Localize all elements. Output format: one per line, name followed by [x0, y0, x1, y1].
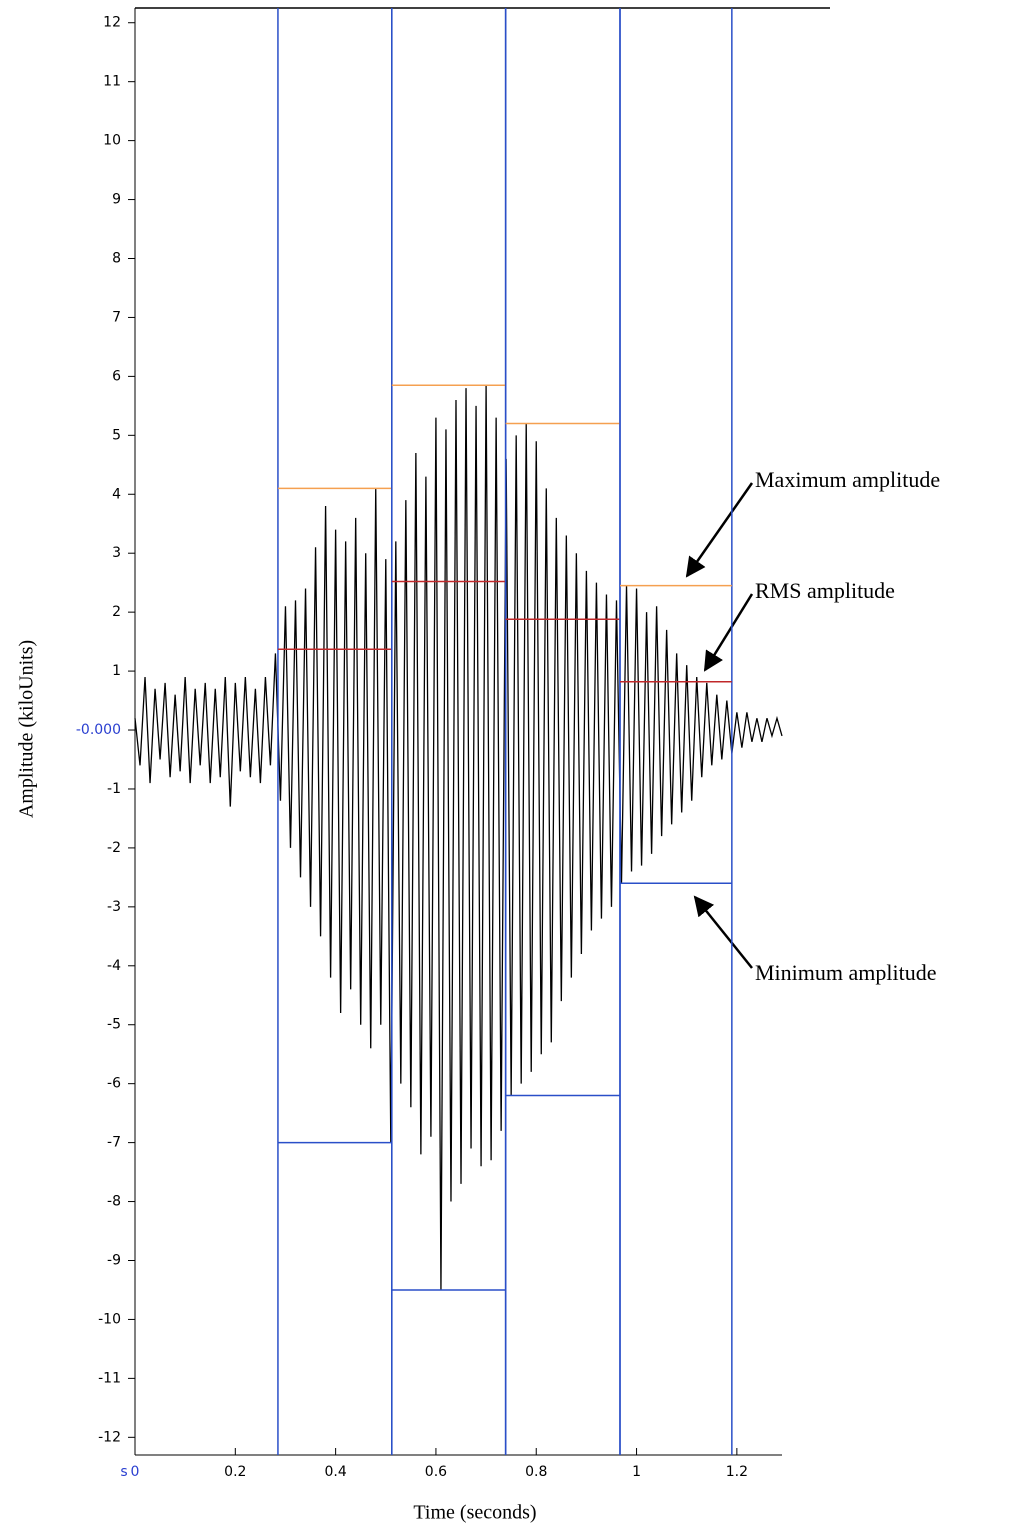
y-tick-label: 9	[112, 192, 121, 208]
y-tick-label: -5	[107, 1017, 121, 1033]
y-tick-label: -7	[107, 1135, 121, 1151]
y-tick-label: -1	[107, 781, 121, 797]
y-tick-label: -12	[98, 1429, 121, 1445]
x-tick-label: 1.2	[726, 1464, 748, 1480]
y-tick-label: -2	[107, 840, 121, 856]
x-tick-label: 1	[632, 1464, 641, 1480]
arrow	[693, 895, 753, 969]
x-tick-label: 0.4	[324, 1464, 346, 1480]
x-tick-label: 0.8	[525, 1464, 547, 1480]
arrow	[703, 593, 754, 672]
y-tick-label: -8	[107, 1194, 121, 1210]
y-tick-label: 1	[112, 663, 121, 679]
y-tick-label: 10	[103, 133, 121, 149]
x-tick-label: 0.6	[425, 1464, 447, 1480]
y-tick-label: -3	[107, 899, 121, 915]
y-axis-label: Amplitude (kiloUnits)	[16, 640, 38, 818]
annotation: Maximum amplitude	[755, 467, 940, 492]
waveform	[134, 385, 783, 1290]
x-axis-label: Time (seconds)	[413, 1502, 536, 1524]
y-tick-label: -0.000	[76, 722, 121, 738]
arrow	[685, 482, 754, 578]
y-tick-label: 12	[103, 15, 121, 31]
y-tick-label: 2	[112, 604, 121, 620]
annotation: RMS amplitude	[755, 578, 895, 603]
annotation: Minimum amplitude	[755, 960, 937, 985]
y-tick-label: 11	[103, 74, 121, 90]
y-tick-label: 5	[112, 427, 121, 443]
y-tick-label: -9	[107, 1252, 121, 1268]
y-tick-label: -11	[98, 1370, 121, 1386]
y-tick-label: -4	[107, 958, 121, 974]
y-tick-label: -10	[98, 1311, 121, 1327]
y-tick-label: 4	[112, 486, 121, 502]
y-tick-label: 7	[112, 309, 121, 325]
x-tick-label: 0.2	[224, 1464, 246, 1480]
y-tick-label: 6	[112, 368, 121, 384]
x-unit: s	[120, 1464, 127, 1480]
y-tick-label: -6	[107, 1076, 121, 1092]
y-tick-label: 3	[112, 545, 121, 561]
x-tick-label: 0	[131, 1464, 140, 1480]
y-tick-label: 8	[112, 250, 121, 266]
